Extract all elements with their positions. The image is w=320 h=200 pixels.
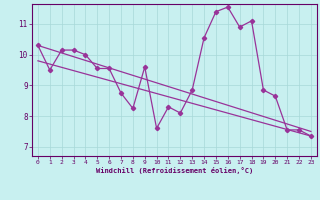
- X-axis label: Windchill (Refroidissement éolien,°C): Windchill (Refroidissement éolien,°C): [96, 167, 253, 174]
